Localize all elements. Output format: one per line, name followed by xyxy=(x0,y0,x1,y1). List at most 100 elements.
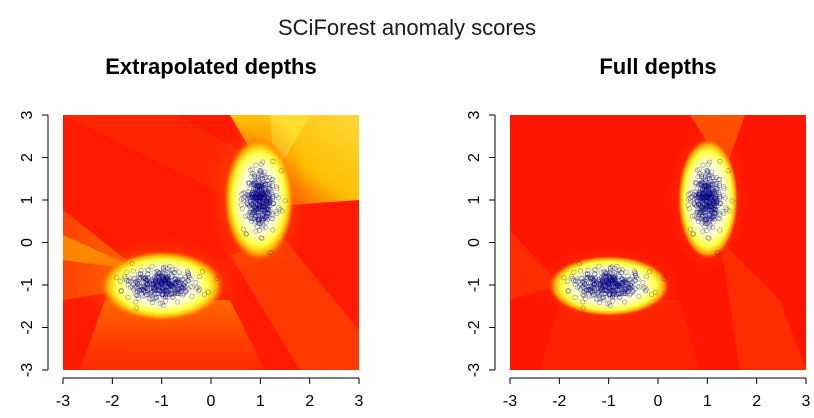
data-point xyxy=(155,283,161,289)
data-point xyxy=(623,287,629,293)
data-point xyxy=(153,286,159,292)
data-point xyxy=(619,275,625,281)
data-point xyxy=(256,202,262,208)
data-point xyxy=(168,282,174,288)
data-point xyxy=(256,202,262,208)
data-point xyxy=(173,279,179,285)
data-point xyxy=(132,275,138,281)
data-point xyxy=(261,189,267,195)
data-point xyxy=(612,274,618,280)
data-point xyxy=(696,189,702,195)
data-point xyxy=(247,210,253,216)
data-point xyxy=(249,192,255,198)
data-point xyxy=(125,282,131,288)
data-point xyxy=(170,284,176,290)
data-point xyxy=(264,204,270,210)
data-point xyxy=(640,279,646,285)
data-point xyxy=(703,217,709,223)
data-point xyxy=(708,179,714,185)
data-point xyxy=(157,278,163,284)
data-point xyxy=(607,267,613,273)
data-point xyxy=(700,186,706,192)
data-point xyxy=(153,291,159,297)
data-point xyxy=(154,275,160,281)
data-point xyxy=(632,286,638,292)
data-point xyxy=(577,268,583,274)
data-point xyxy=(619,282,625,288)
data-point xyxy=(163,281,169,287)
data-point xyxy=(607,274,613,280)
data-point xyxy=(705,195,711,201)
data-point xyxy=(253,194,259,200)
data-point xyxy=(246,189,252,195)
data-point xyxy=(136,281,142,287)
data-point xyxy=(181,282,187,288)
data-point xyxy=(607,269,613,275)
data-point xyxy=(716,192,722,198)
data-point xyxy=(607,294,613,300)
data-point xyxy=(214,275,220,281)
data-point xyxy=(158,288,164,294)
data-point xyxy=(619,267,625,273)
data-point xyxy=(161,271,167,277)
data-point xyxy=(622,279,628,285)
data-point xyxy=(610,275,616,281)
data-point xyxy=(254,197,260,203)
data-point xyxy=(611,287,617,293)
data-point xyxy=(260,192,266,198)
data-point xyxy=(163,280,169,286)
data-point xyxy=(596,281,602,287)
data-point xyxy=(260,207,266,213)
data-point xyxy=(167,277,173,283)
data-point xyxy=(603,287,609,293)
data-point xyxy=(151,280,157,286)
data-point xyxy=(706,205,712,211)
data-point xyxy=(616,289,622,295)
data-point xyxy=(712,211,718,217)
data-point xyxy=(591,291,597,297)
data-point xyxy=(701,209,707,215)
data-point xyxy=(606,280,612,286)
data-point xyxy=(253,194,259,200)
data-point xyxy=(611,292,617,298)
x-tick-label: 0 xyxy=(654,393,663,410)
data-point xyxy=(260,181,266,187)
data-point xyxy=(701,186,707,192)
y-tick-label: 0 xyxy=(19,238,36,247)
data-point xyxy=(185,270,191,276)
data-point xyxy=(597,283,603,289)
data-point xyxy=(709,169,715,175)
data-point xyxy=(703,198,709,204)
data-point xyxy=(166,270,172,276)
data-point xyxy=(266,189,272,195)
data-point xyxy=(612,276,618,282)
data-point xyxy=(709,203,715,209)
data-point xyxy=(131,276,137,282)
data-point xyxy=(183,289,189,295)
data-point xyxy=(149,295,155,301)
data-point xyxy=(613,279,619,285)
data-point xyxy=(573,277,579,283)
data-point xyxy=(250,210,256,216)
data-point xyxy=(694,197,700,203)
data-point xyxy=(610,277,616,283)
x-tick-label: -2 xyxy=(105,393,119,410)
data-point xyxy=(708,203,714,209)
data-point xyxy=(248,174,254,180)
data-point xyxy=(167,263,173,269)
data-point xyxy=(161,286,167,292)
data-point xyxy=(701,183,707,189)
data-point xyxy=(704,192,710,198)
data-point xyxy=(713,183,719,189)
data-point xyxy=(577,281,583,287)
data-point xyxy=(697,171,703,177)
data-point xyxy=(621,278,627,284)
data-point xyxy=(255,198,261,204)
data-point xyxy=(258,195,264,201)
data-point xyxy=(254,202,260,208)
data-point xyxy=(705,199,711,205)
data-point xyxy=(163,274,169,280)
data-point xyxy=(703,202,709,208)
